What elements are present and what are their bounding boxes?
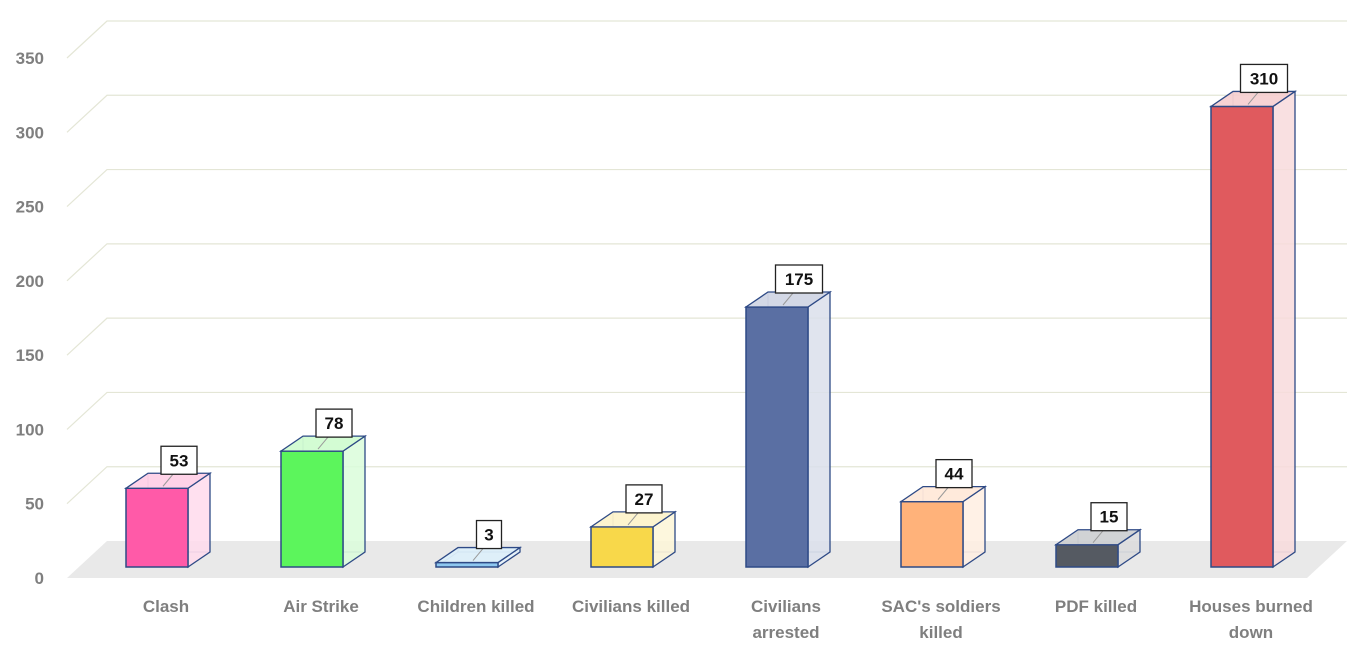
data-label-box <box>1239 63 1289 94</box>
data-label-box <box>160 445 198 475</box>
data-label-box <box>1090 502 1128 532</box>
bar-4 <box>743 290 833 569</box>
bars <box>123 90 1298 569</box>
data-label-leader <box>1247 92 1259 105</box>
bar-3 <box>588 510 678 569</box>
data-label-leader <box>782 292 794 306</box>
gridline <box>66 243 1347 282</box>
data-label-leader <box>627 512 639 526</box>
x-tick-label-line: Civilians killed <box>572 597 690 616</box>
data-label-leader <box>317 436 329 450</box>
x-tick-label: Civilians killed <box>572 597 690 616</box>
y-tick-label: 100 <box>16 420 44 439</box>
data-label-box <box>315 408 353 438</box>
x-tick-label: Houses burned down <box>1189 597 1313 642</box>
y-tick-label: 150 <box>16 346 44 365</box>
gridline <box>66 168 1347 208</box>
x-tick-label-line: Civilians <box>751 597 821 616</box>
data-label: 27 <box>635 490 654 509</box>
data-label-leader <box>472 548 484 561</box>
x-tick-label-line: killed <box>919 623 962 642</box>
x-tick-label-line: Houses burned <box>1189 597 1313 616</box>
y-tick-label: 350 <box>16 49 44 68</box>
bar-front <box>125 487 189 568</box>
x-tick-label-line: SAC's soldiers <box>881 597 1000 616</box>
bar-6 <box>1053 528 1143 569</box>
data-label-box <box>935 458 973 489</box>
bar-1 <box>278 434 368 569</box>
y-tick-label: 200 <box>16 272 44 291</box>
x-tick-label-line: PDF killed <box>1055 597 1137 616</box>
bar-5 <box>898 485 988 569</box>
data-label: 78 <box>325 414 344 433</box>
gridline <box>66 317 1347 356</box>
bar-front <box>900 500 964 568</box>
x-tick-label: Clash <box>143 597 189 616</box>
gridline <box>66 391 1347 430</box>
y-tick-label: 300 <box>16 123 44 142</box>
x-tick-label-line: arrested <box>752 623 819 642</box>
bar-front <box>435 561 499 568</box>
bar-front <box>745 306 809 568</box>
y-tick-label: 250 <box>16 198 44 217</box>
x-tick-label: Civilians arrested <box>751 597 821 642</box>
data-label-box <box>475 519 503 550</box>
data-label: 53 <box>170 451 189 470</box>
x-tick-label-line: down <box>1229 623 1273 642</box>
x-tick-label-line: Children killed <box>417 597 534 616</box>
data-label-leader <box>162 473 174 487</box>
x-tick-label: Children killed <box>417 597 534 616</box>
data-label-box <box>774 264 824 294</box>
data-label: 3 <box>484 526 493 545</box>
x-axis: Clash Air Strike Children killed Civilians … <box>143 597 1313 642</box>
x-tick-label: SAC's soldiers killed <box>881 597 1000 642</box>
bar-front <box>280 450 344 568</box>
data-label-box <box>625 484 663 514</box>
data-labels: 53 78 3 27 175 44 15 310 <box>160 63 1289 561</box>
x-tick-label-line: Air Strike <box>283 597 359 616</box>
x-tick-label: Air Strike <box>283 597 359 616</box>
bar-front <box>1055 543 1119 568</box>
bar-side <box>342 434 366 569</box>
bar-side <box>807 290 831 569</box>
bar-2 <box>433 546 523 569</box>
data-label: 15 <box>1100 508 1119 527</box>
x-tick-label: PDF killed <box>1055 597 1137 616</box>
data-label: 310 <box>1250 69 1278 88</box>
bar-side <box>1272 90 1296 569</box>
bar-0 <box>123 472 213 569</box>
gridlines <box>66 20 1347 505</box>
bar-7 <box>1208 90 1298 569</box>
data-label: 175 <box>785 270 813 289</box>
gridline <box>66 94 1347 133</box>
data-label-leader <box>1092 530 1104 544</box>
data-label: 44 <box>945 465 964 484</box>
bar-front <box>1210 105 1274 568</box>
y-tick-label: 50 <box>25 495 44 514</box>
y-axis: 0 50 100 150 200 250 300 350 <box>16 49 44 588</box>
data-label-leader <box>937 487 949 500</box>
y-tick-label: 0 <box>35 569 44 588</box>
chart-floor <box>67 541 1347 578</box>
x-tick-label-line: Clash <box>143 597 189 616</box>
gridline <box>66 20 1347 59</box>
gridline <box>66 466 1347 505</box>
bar-side <box>187 472 211 569</box>
bar-front <box>590 526 654 568</box>
